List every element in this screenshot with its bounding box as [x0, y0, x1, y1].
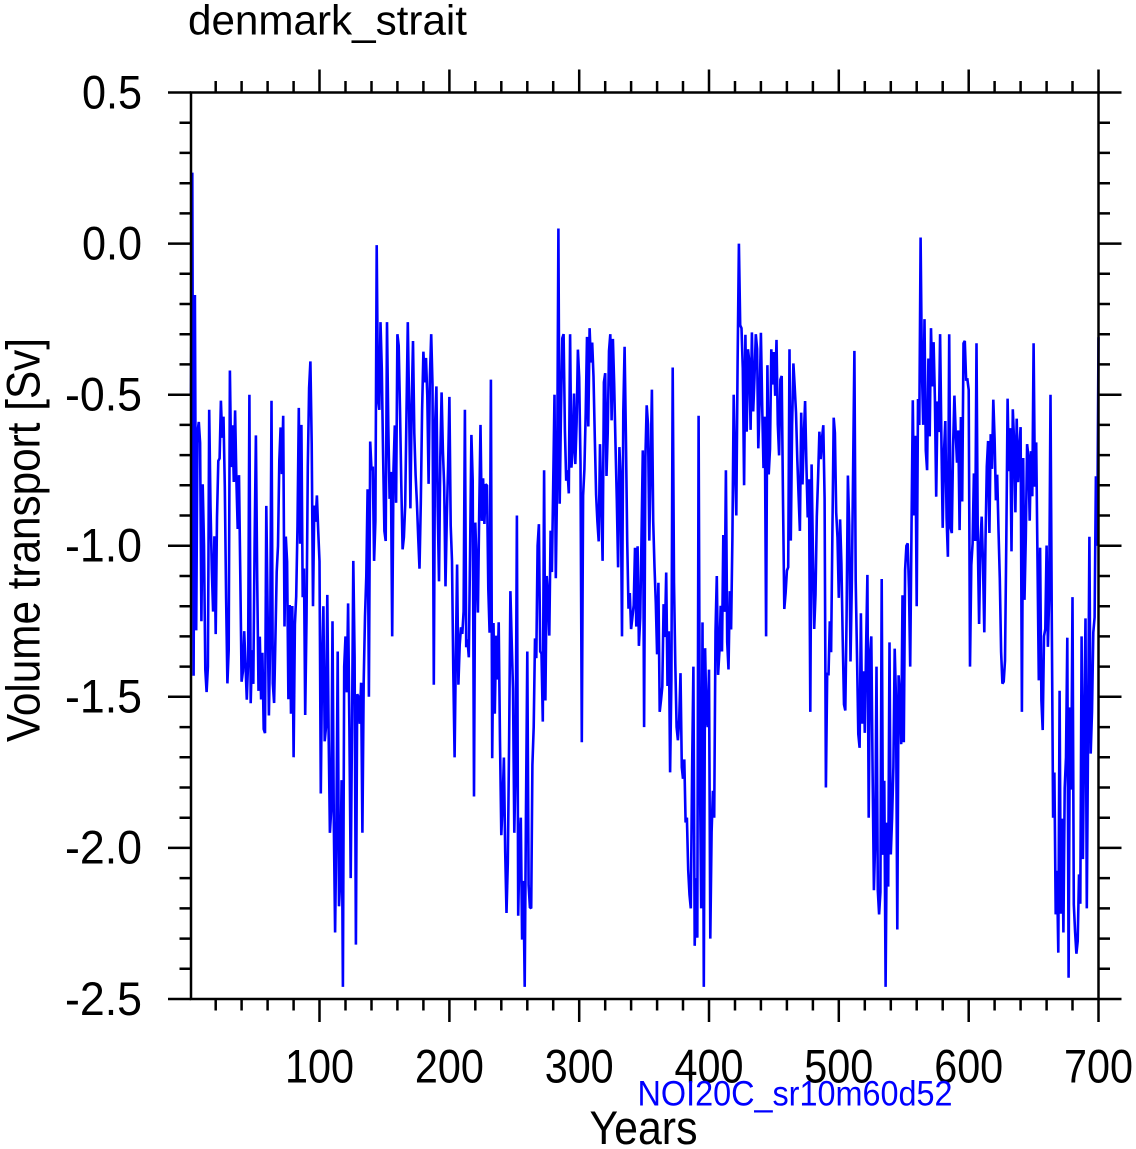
svg-text:600: 600 [934, 1040, 1003, 1093]
svg-text:0.5: 0.5 [82, 65, 142, 118]
svg-text:-2.5: -2.5 [65, 972, 142, 1025]
svg-text:0.0: 0.0 [82, 216, 142, 269]
svg-text:Volume transport [Sv]: Volume transport [Sv] [0, 338, 50, 742]
svg-text:700: 700 [1064, 1040, 1133, 1093]
svg-text:300: 300 [545, 1040, 614, 1093]
svg-text:-1.5: -1.5 [65, 670, 142, 723]
svg-text:Years: Years [590, 1101, 698, 1149]
svg-text:500: 500 [804, 1040, 873, 1093]
svg-text:400: 400 [675, 1040, 744, 1093]
svg-text:-1.0: -1.0 [65, 519, 142, 572]
svg-text:100: 100 [285, 1040, 354, 1093]
svg-text:200: 200 [415, 1040, 484, 1093]
svg-text:denmark_strait: denmark_strait [188, 0, 467, 44]
svg-text:-0.5: -0.5 [65, 368, 142, 421]
svg-text:-2.0: -2.0 [65, 821, 142, 874]
svg-text:NOI20C_sr10m60d52: NOI20C_sr10m60d52 [638, 1075, 953, 1114]
